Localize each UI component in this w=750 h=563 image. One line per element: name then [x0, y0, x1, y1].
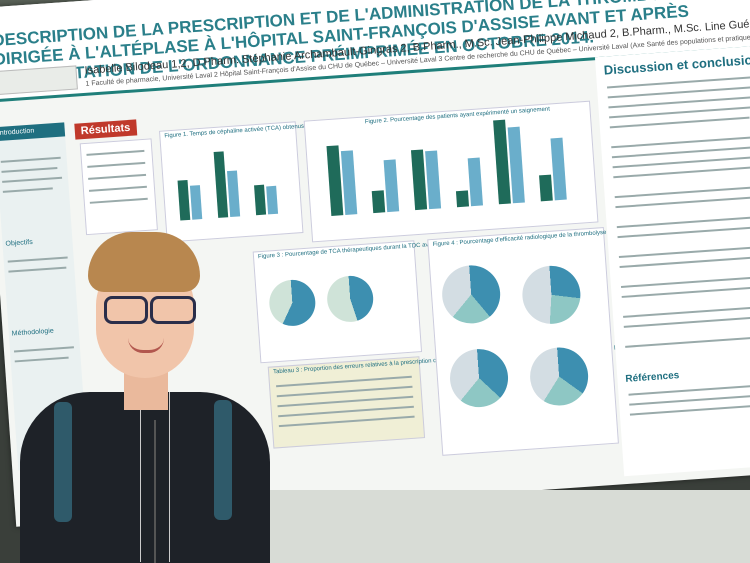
fig2-bar: [539, 174, 553, 202]
text-line: [609, 105, 750, 119]
text-line: [608, 96, 750, 109]
introduction-heading: Introduction: [0, 127, 35, 138]
text-line: [276, 375, 412, 388]
text-line: [14, 356, 69, 363]
references-heading: Références: [625, 370, 680, 385]
text-line: [615, 196, 750, 209]
fig2-bar: [550, 137, 567, 201]
jacket-zipper: [154, 420, 156, 563]
figure-2-caption: Figure 2. Pourcentage des patients ayant…: [364, 106, 551, 126]
figure-2: Figure 2. Pourcentage des patients ayant…: [303, 100, 599, 243]
fig4-pie: [448, 347, 510, 410]
fig2-bar: [371, 190, 386, 214]
fig2-bar: [383, 159, 400, 213]
fig1-bar: [177, 179, 191, 221]
backpack-strap-right: [214, 400, 232, 520]
text-line: [625, 335, 750, 348]
fig4-pie: [520, 263, 583, 326]
text-line: [88, 173, 147, 180]
university-logos: [0, 65, 78, 96]
text-line: [621, 285, 750, 298]
fig2-bar: [425, 150, 442, 210]
text-line: [278, 415, 415, 428]
text-line: [629, 393, 750, 406]
text-line: [611, 145, 750, 159]
text-line: [607, 75, 750, 89]
fig2-bar: [340, 150, 358, 216]
table-3: Tableau 3 : Proportion des erreurs relat…: [267, 345, 627, 449]
text-line: [628, 383, 750, 396]
results-table: [79, 138, 158, 236]
fig2-bar: [507, 126, 525, 204]
objectifs-heading: Objectifs: [5, 238, 33, 248]
floor-background: [250, 490, 750, 563]
glasses-right-lens: [150, 296, 196, 324]
fig4-pie: [440, 263, 503, 326]
text-line: [616, 215, 750, 229]
text-line: [623, 315, 750, 328]
fig1-bar: [189, 185, 203, 220]
fig4-pie: [528, 345, 591, 408]
person-hair: [88, 232, 200, 292]
fig3-pie: [267, 278, 317, 328]
fig3-pie: [325, 274, 375, 324]
text-line: [0, 156, 61, 163]
figure-4: Figure 4 : Pourcentage d'efficacité radi…: [427, 225, 672, 456]
text-line: [609, 116, 750, 129]
fig1-bar: [254, 184, 267, 216]
lanyard: [140, 392, 170, 562]
fig1-bar: [226, 170, 241, 218]
text-line: [620, 275, 750, 288]
text-line: [613, 165, 750, 179]
text-line: [623, 305, 750, 318]
person-smile: [128, 338, 164, 353]
results-label: Résultats: [74, 119, 137, 140]
text-line: [277, 395, 414, 408]
text-line: [2, 187, 53, 193]
figure-3: Figure 3 : Pourcentage de TCA thérapeuti…: [252, 236, 520, 364]
fig2-bar: [467, 157, 483, 207]
text-line: [87, 161, 146, 168]
text-line: [629, 403, 750, 416]
fig1-bar: [266, 185, 279, 215]
text-line: [13, 346, 74, 353]
text-line: [611, 135, 750, 149]
glasses-left-lens: [104, 296, 148, 324]
text-line: [278, 405, 414, 418]
text-line: [7, 256, 68, 263]
text-line: [8, 266, 67, 273]
text-line: [88, 185, 147, 192]
discussion-heading: Discussion et conclusion: [603, 51, 750, 78]
text-line: [618, 245, 750, 259]
backpack-strap-left: [54, 402, 72, 522]
text-line: [617, 225, 750, 239]
text-line: [612, 155, 750, 169]
text-line: [607, 85, 750, 99]
text-line: [89, 197, 148, 204]
fig1-bar: [213, 151, 229, 218]
text-line: [614, 185, 750, 199]
methodologie-heading: Méthodologie: [11, 327, 54, 338]
text-line: [1, 166, 58, 173]
figure-1: Figure 1. Temps de céphaline activée (TC…: [159, 120, 363, 243]
text-line: [2, 176, 63, 183]
text-line: [276, 385, 413, 398]
text-line: [619, 256, 750, 269]
text-line: [86, 149, 145, 156]
discussion-column: Discussion et conclusion Références: [594, 43, 750, 477]
fig2-bar: [455, 190, 470, 208]
